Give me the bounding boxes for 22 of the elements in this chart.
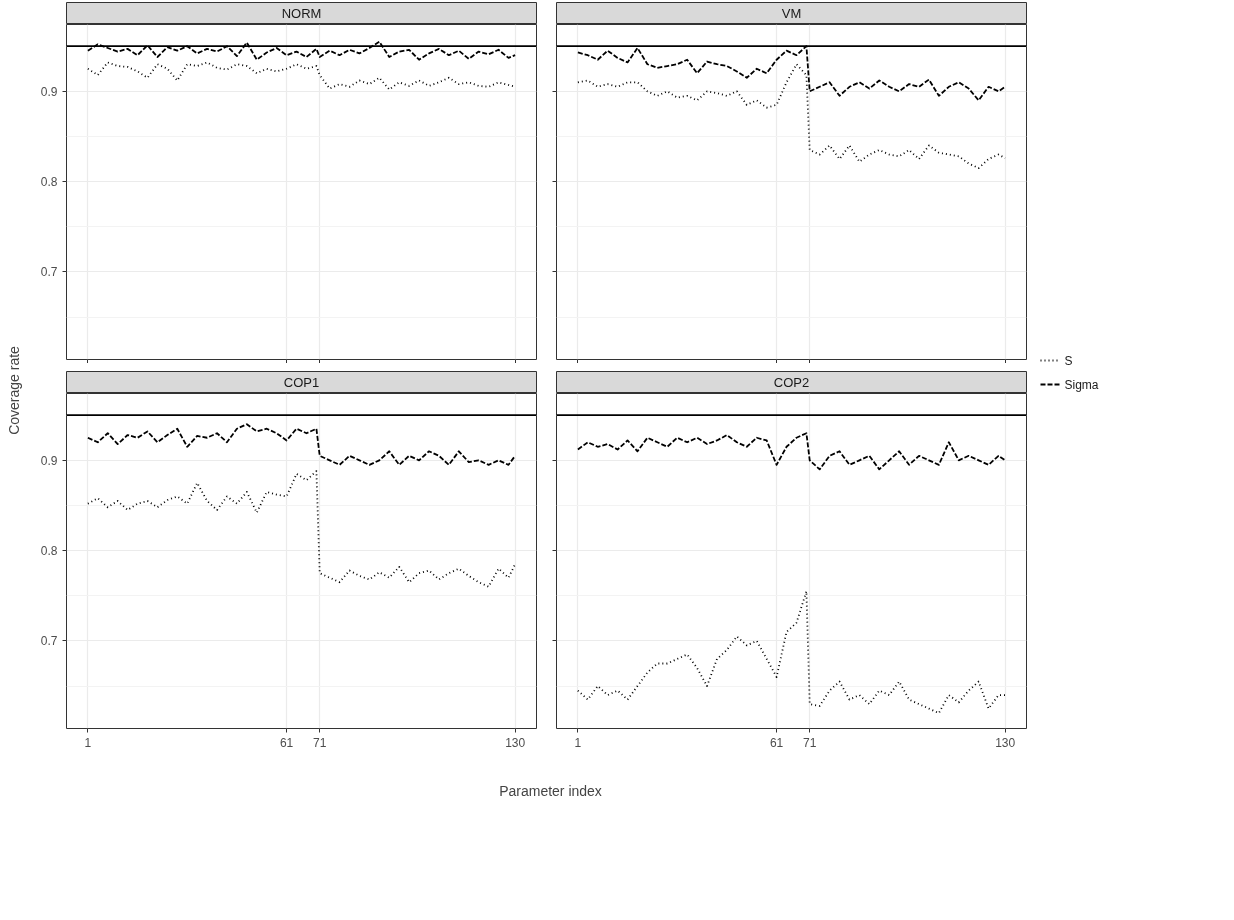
x-tick-label: 61 bbox=[769, 735, 784, 750]
chart-title: NORM bbox=[281, 6, 322, 21]
y-tick-label: 0.9 bbox=[40, 453, 58, 468]
y-tick-label: 0.7 bbox=[40, 634, 58, 649]
x-tick-label: 130 bbox=[505, 735, 526, 750]
x-tick-label: 71 bbox=[313, 735, 327, 750]
y-tick-label: 0.8 bbox=[40, 544, 58, 559]
legend-label: Sigma bbox=[1064, 377, 1099, 392]
y-tick-label: 0.7 bbox=[40, 265, 58, 280]
y-tick-label: 0.8 bbox=[40, 175, 58, 190]
x-tick-label: 61 bbox=[279, 735, 294, 750]
x-tick-label: 1 bbox=[84, 735, 92, 750]
x-tick-label: 130 bbox=[995, 735, 1016, 750]
x-tick-label: 1 bbox=[574, 735, 582, 750]
x-tick-label: 71 bbox=[803, 735, 817, 750]
y-axis-title: Coverage rate bbox=[5, 345, 22, 435]
y-tick-label: 0.9 bbox=[40, 84, 58, 99]
legend-label: S bbox=[1064, 353, 1073, 368]
chart-title: COP1 bbox=[283, 375, 320, 390]
chart-title: COP2 bbox=[773, 375, 810, 390]
chart-title: VM bbox=[781, 6, 802, 21]
x-axis-title: Parameter index bbox=[499, 782, 602, 799]
